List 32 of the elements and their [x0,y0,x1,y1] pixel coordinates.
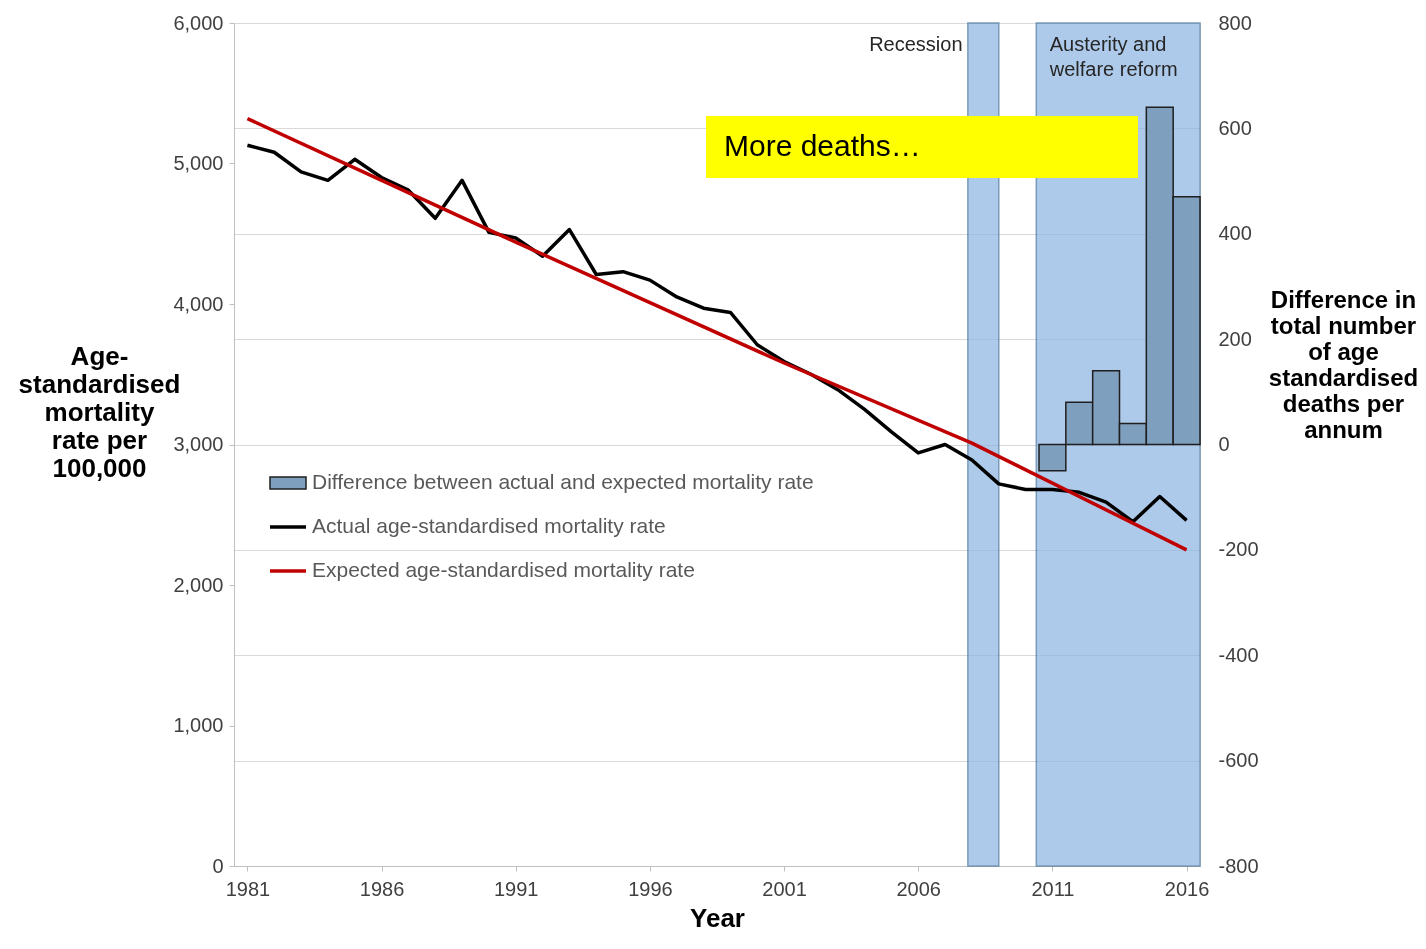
y2-tick-label: -800 [1218,854,1259,877]
x-tick-label: 2016 [1164,877,1210,900]
x-tick-label: 1996 [628,877,673,900]
y2-tick-label: 0 [1218,433,1230,455]
x-tick-label: 1986 [359,877,405,900]
band-label: Recession [869,33,963,55]
x-tick-label: 2006 [896,877,941,900]
y-tick-label: 5,000 [173,152,224,174]
y2-tick-label: -600 [1218,749,1259,772]
x-tick-label: 2001 [762,877,807,900]
y-tick-label: 0 [212,854,224,877]
x-tick-label: 1991 [494,877,539,900]
y-tick-label: 1,000 [173,714,224,736]
y-tick-label: 6,000 [173,11,224,34]
y2-tick-label: -200 [1218,538,1259,561]
y2-tick-label: 800 [1218,11,1252,34]
y-tick-label: 2,000 [173,573,224,596]
x-tick-label: 2011 [1031,877,1075,900]
y2-tick-label: 400 [1218,222,1252,245]
y2-axis-title: Difference in total number of age standardised deaths per annum [1268,285,1419,443]
y-tick-label: 3,000 [173,433,224,455]
legend-label: Actual age-standardised mortality rate [312,514,666,537]
annotation: More deaths… [724,129,921,162]
x-axis-title: Year [690,902,745,933]
x-tick-label: 1981 [225,877,271,900]
y2-tick-label: -400 [1218,643,1259,666]
y-tick-label: 4,000 [173,292,224,315]
band-label: Austerity and welfare reform [1048,33,1178,80]
y2-tick-label: 200 [1218,327,1252,350]
y2-tick-label: 600 [1218,116,1252,139]
legend-label: Expected age-standardised mortality rate [312,558,695,581]
legend-label: Difference between actual and expected mortality rate [312,470,814,493]
